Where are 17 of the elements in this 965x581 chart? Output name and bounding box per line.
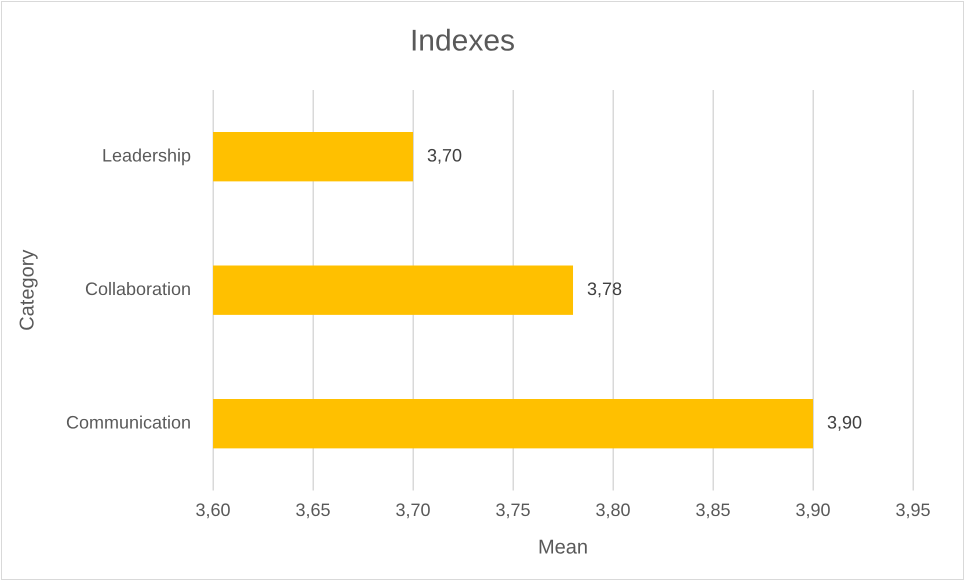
y-tick-label: Leadership [102, 146, 192, 166]
x-tick-label: 3,85 [695, 500, 731, 520]
data-label: 3,70 [427, 146, 462, 166]
y-tick-label: Collaboration [84, 279, 192, 300]
x-tick-label: 3,60 [196, 500, 231, 520]
x-tick-label: 3,75 [496, 500, 531, 520]
chart-title: Indexes [410, 24, 516, 58]
x-tick-label: 3,70 [396, 500, 431, 520]
x-tick-label: 3,65 [296, 500, 331, 520]
x-tick-label: 3,95 [895, 500, 931, 520]
x-axis-title: Mean [538, 536, 588, 559]
x-tick-label: 3,90 [795, 500, 831, 520]
y-tick-label: Communication [66, 412, 192, 433]
x-tick-label: 3,80 [596, 500, 631, 520]
data-label: 3,78 [587, 279, 622, 300]
data-label: 3,90 [827, 412, 862, 433]
y-axis-title: Category [16, 250, 39, 331]
